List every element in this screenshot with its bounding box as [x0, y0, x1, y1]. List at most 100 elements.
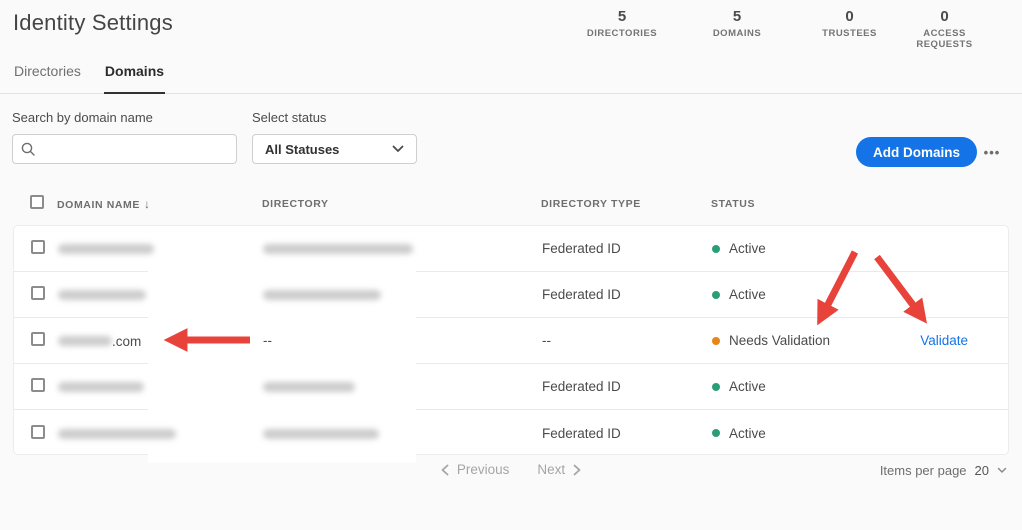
stat-value: 5 — [617, 8, 627, 25]
directory-cell — [263, 426, 542, 441]
domain-name-cell — [58, 379, 263, 394]
validate-link[interactable]: Validate — [920, 333, 968, 348]
stat-label: TRUSTEES — [822, 28, 877, 39]
domain-name-cell — [58, 426, 263, 441]
status-cell: Needs Validation — [712, 333, 894, 348]
status-select-value: All Statuses — [265, 141, 340, 157]
table-row: .com -- -- Needs Validation Validate — [14, 318, 1008, 364]
next-label: Next — [537, 462, 566, 477]
column-header-directory-type[interactable]: DIRECTORY TYPE — [541, 198, 641, 210]
stat-access-requests: 0 ACCESS REQUESTS — [897, 8, 992, 50]
directory-type-cell: Federated ID — [542, 379, 621, 394]
status-cell: Active — [712, 426, 894, 441]
tab-domains[interactable]: Domains — [103, 56, 166, 94]
status-dot — [712, 429, 720, 437]
column-header-directory[interactable]: DIRECTORY — [262, 198, 329, 210]
table-row: Federated ID Active — [14, 364, 1008, 410]
row-checkbox[interactable] — [31, 240, 45, 254]
directory-type-cell: Federated ID — [542, 241, 621, 256]
stat-value: 0 — [845, 8, 854, 25]
stat-label: DIRECTORIES — [586, 28, 658, 39]
directory-cell — [263, 287, 542, 302]
chevron-down-icon — [997, 467, 1007, 473]
table-row: Federated ID Active — [14, 272, 1008, 318]
status-group: Select status All Statuses — [252, 110, 417, 164]
redacted-directory-name — [263, 290, 381, 301]
page-title: Identity Settings — [13, 10, 173, 35]
stat-domains: 5 DOMAINS — [672, 8, 802, 50]
stat-label: DOMAINS — [712, 28, 762, 39]
directory-value: -- — [263, 333, 272, 348]
status-dot — [712, 382, 720, 391]
previous-page-button[interactable]: Previous — [441, 462, 510, 477]
status-text: Active — [729, 425, 766, 441]
directory-type-cell: -- — [542, 333, 551, 348]
status-label: Select status — [252, 110, 327, 125]
sort-descending-icon: ↓ — [144, 197, 151, 211]
domain-name-cell — [58, 241, 263, 256]
stat-directories: 5 DIRECTORIES — [572, 8, 672, 50]
status-cell: Active — [712, 241, 894, 256]
redacted-domain-name — [58, 382, 144, 393]
status-text: Active — [729, 241, 766, 256]
tab-directories[interactable]: Directories — [14, 63, 81, 79]
row-checkbox[interactable] — [31, 378, 45, 392]
tab-bar: Directories Domains — [0, 56, 1022, 94]
search-icon — [21, 142, 35, 156]
search-box[interactable] — [12, 134, 237, 164]
domain-suffix: .com — [112, 333, 142, 349]
stats-bar: 5 DIRECTORIES 5 DOMAINS 0 TRUSTEES 0 ACC… — [572, 8, 992, 50]
status-cell: Active — [712, 287, 894, 302]
search-input[interactable] — [42, 141, 228, 157]
redacted-directory-name — [263, 244, 413, 255]
filter-bar: Search by domain name Select status All … — [12, 110, 1006, 170]
items-per-page-value: 20 — [974, 463, 989, 478]
more-options-button[interactable]: ••• — [974, 137, 1010, 167]
domain-name-cell: .com — [58, 333, 263, 349]
column-header-status[interactable]: STATUS — [711, 198, 756, 210]
previous-label: Previous — [456, 462, 510, 477]
column-header-domain-name[interactable]: DOMAIN NAME ↓ — [57, 197, 151, 211]
status-select[interactable]: All Statuses — [252, 134, 417, 164]
row-checkbox[interactable] — [31, 286, 45, 300]
pagination-bar: Previous Next Items per page 20 — [0, 462, 1022, 484]
table-row: Federated ID Active — [14, 410, 1008, 456]
table-row: Federated ID Active — [14, 226, 1008, 272]
status-dot — [712, 290, 720, 299]
table-header: DOMAIN NAME ↓ DIRECTORY DIRECTORY TYPE ST… — [13, 185, 1009, 223]
domain-name-cell — [58, 287, 263, 302]
redacted-domain-name — [58, 335, 112, 346]
redacted-domain-name — [58, 290, 146, 301]
redacted-directory-name — [263, 382, 355, 393]
redacted-directory-name — [263, 428, 379, 439]
directory-type-cell: Federated ID — [542, 425, 621, 441]
search-group: Search by domain name — [12, 110, 237, 164]
search-label: Search by domain name — [12, 110, 153, 125]
stat-value: 0 — [940, 8, 949, 25]
chevron-down-icon — [392, 145, 404, 152]
status-cell: Active — [712, 379, 894, 394]
status-dot — [712, 244, 720, 253]
redaction-overlay — [148, 233, 416, 463]
redacted-domain-name — [58, 244, 154, 255]
stat-value: 5 — [732, 8, 742, 25]
action-cell: Validate — [894, 333, 1008, 348]
row-checkbox[interactable] — [31, 424, 45, 439]
items-per-page-control[interactable]: Items per page 20 — [880, 463, 1007, 478]
directory-cell — [263, 379, 542, 394]
add-domains-button[interactable]: Add Domains — [856, 137, 978, 167]
stat-trustees: 0 TRUSTEES — [802, 8, 897, 50]
items-per-page-label: Items per page — [879, 463, 967, 478]
row-checkbox[interactable] — [31, 332, 45, 346]
chevron-left-icon — [441, 464, 449, 475]
status-text: Active — [729, 287, 766, 302]
stat-label: ACCESS REQUESTS — [916, 28, 973, 50]
directory-cell — [263, 241, 542, 256]
directory-type-cell: Federated ID — [542, 287, 621, 302]
status-text: Needs Validation — [729, 333, 831, 348]
status-dot — [712, 336, 720, 345]
select-all-checkbox[interactable] — [30, 194, 44, 209]
next-page-button[interactable]: Next — [537, 462, 581, 477]
chevron-right-icon — [573, 464, 581, 475]
